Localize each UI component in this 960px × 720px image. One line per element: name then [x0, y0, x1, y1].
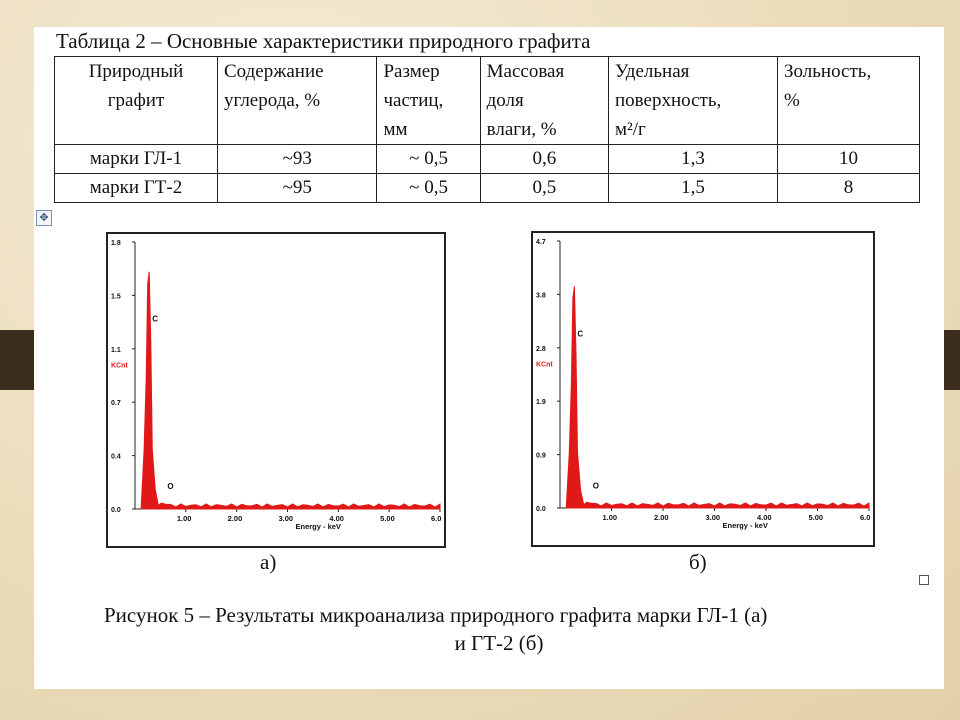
y-tick-label: 0.7 [111, 400, 121, 407]
x-axis-label: Energy - keV [296, 522, 341, 531]
table-cell: 0,5 [479, 173, 610, 203]
header-carbon: Содержание углерода, % [216, 56, 378, 145]
x-tick-label: 6.0 [431, 514, 441, 523]
header-ash: Зольность,% [776, 56, 921, 145]
spectrum-series [565, 286, 870, 509]
y-tick-label: 0.9 [536, 453, 546, 460]
x-tick-label: 3.00 [279, 514, 294, 523]
table-cell: 8 [776, 173, 921, 203]
table-cell: 1,5 [608, 173, 778, 203]
table-cell: 1,3 [608, 144, 778, 174]
spectrum-chart-b: 0.0 0.9 1.9 2.8 3.8 4.7 1.00 2.00 3.00 4.00 5.00 6.… [531, 231, 875, 547]
panel-label-a: а) [260, 550, 277, 574]
table-move-handle-icon[interactable]: ✥ [36, 210, 52, 226]
x-tick-label: 4.00 [757, 513, 772, 522]
x-axis-label: Energy - keV [723, 521, 768, 530]
figure-caption-line1: Рисунок 5 – Результаты микроанализа прир… [104, 603, 768, 627]
header-moisture: Массовая доля влаги, % [479, 56, 610, 145]
spectrum-chart-b-svg: 0.0 0.9 1.9 2.8 3.8 4.7 1.00 2.00 3.00 4.00 5.00 6.… [536, 239, 870, 530]
spectrum-series [140, 271, 441, 510]
y-tick-label: 0.0 [536, 506, 546, 513]
spectrum-chart-a-svg: 0.0 0.4 0.7 1.1 1.5 1.8 1.00 2.00 3.00 4.00 5.00 6.… [111, 240, 441, 531]
decorative-band-left [0, 330, 34, 390]
table-cell: марки ГТ-2 [54, 173, 218, 203]
table-cell: ~93 [216, 144, 378, 174]
y-tick-label: 3.8 [536, 292, 546, 299]
x-tick-label: 5.00 [380, 514, 395, 523]
y-tick-label: 1.5 [111, 293, 121, 300]
y-tick-label: 2.8 [536, 346, 546, 353]
graphite-properties-table: Природный графит Содержание углерода, % Ра… [54, 56, 921, 203]
spectrum-chart-a: 0.0 0.4 0.7 1.1 1.5 1.8 1.00 2.00 3.00 4.00 5.00 6.… [106, 232, 446, 548]
y-tick-label: 0.0 [111, 507, 121, 514]
y-tick-label: 1.9 [536, 399, 546, 406]
x-tick-label: 6.0 [860, 513, 870, 522]
resize-handle[interactable] [919, 575, 929, 585]
x-tick-label: 1.00 [177, 514, 192, 523]
peak-label-c: C [577, 329, 583, 338]
table-row: марки ГТ-2 ~95 ~ 0,5 0,5 1,5 8 [54, 173, 921, 203]
table-header-row: Природный графит Содержание углерода, % Ра… [54, 56, 921, 145]
decorative-band-right [944, 330, 960, 390]
peak-label-c: C [152, 315, 158, 324]
figure-caption: Рисунок 5 – Результаты микроанализа прир… [104, 601, 934, 657]
y-tick-label: 4.7 [536, 239, 546, 246]
header-particle-size: Размер частиц, мм [376, 56, 481, 145]
table-cell: ~95 [216, 173, 378, 203]
y-tick-label: 1.8 [111, 240, 121, 247]
x-tick-label: 2.00 [654, 513, 669, 522]
x-tick-label: 1.00 [603, 513, 618, 522]
table-cell: 0,6 [479, 144, 610, 174]
panel-label-b: б) [689, 550, 707, 574]
y-axis-label: KCnt [111, 363, 128, 370]
table-cell: 10 [776, 144, 921, 174]
header-graphite: Природный графит [54, 56, 218, 145]
table-cell: ~ 0,5 [376, 144, 481, 174]
y-tick-label: 1.1 [111, 347, 121, 354]
x-tick-label: 5.00 [809, 513, 824, 522]
header-surface-area: Удельная поверхность, м²/г [608, 56, 778, 145]
y-axis-label: KCnt [536, 362, 553, 369]
peak-label-o: O [167, 482, 173, 491]
table-cell: марки ГЛ-1 [54, 144, 218, 174]
figure-caption-line2: и ГТ-2 (б) [454, 631, 544, 655]
table-row: марки ГЛ-1 ~93 ~ 0,5 0,6 1,3 10 [54, 144, 921, 174]
document-page: Таблица 2 – Основные характеристики прир… [34, 27, 944, 689]
peak-label-o: O [593, 481, 599, 490]
table-cell: ~ 0,5 [376, 173, 481, 203]
x-tick-label: 2.00 [228, 514, 243, 523]
x-tick-label: 3.00 [706, 513, 721, 522]
table-caption: Таблица 2 – Основные характеристики прир… [56, 29, 591, 53]
x-tick-label: 4.00 [329, 514, 344, 523]
y-tick-label: 0.4 [111, 454, 121, 461]
